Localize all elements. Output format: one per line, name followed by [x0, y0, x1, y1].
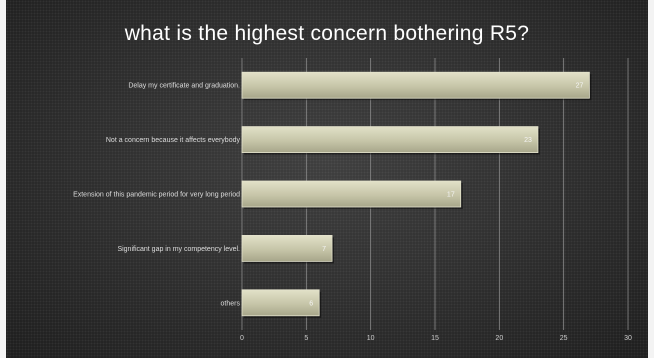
category-label: others: [221, 300, 241, 307]
bar-chart: 0 5 10 15 20 25 30 Delay my certificate and gra…: [73, 58, 632, 342]
category-label: Significant gap in my competency level.: [117, 246, 240, 253]
chart-title: what is the highest concern bothering R5…: [124, 22, 530, 45]
category-label: Delay my certificate and graduation.: [128, 83, 240, 90]
bar: [241, 289, 320, 317]
x-tick-label: 0: [240, 335, 244, 342]
bar: [241, 180, 462, 208]
data-label: 7: [322, 246, 326, 253]
data-label: 23: [524, 137, 532, 144]
bar: [241, 234, 333, 262]
x-tick-label: 5: [304, 335, 308, 342]
x-tick-label: 25: [560, 335, 568, 342]
x-tick-label: 20: [495, 335, 503, 342]
labels: 0 5 10 15 20 25 30 Delay my certificate and gra…: [73, 83, 632, 342]
x-tick-label: 10: [367, 335, 375, 342]
bar: [241, 126, 539, 153]
data-label: 17: [447, 192, 455, 199]
bar: [241, 71, 590, 99]
category-label: Extension of this pandemic period for ve…: [73, 192, 240, 199]
x-tick-label: 30: [624, 335, 632, 342]
x-tick-label: 15: [431, 335, 439, 342]
bars: [241, 71, 592, 318]
category-label: Not a concern because it affects everybo…: [106, 137, 241, 144]
data-label: 27: [576, 83, 584, 90]
data-label: 6: [309, 300, 313, 307]
